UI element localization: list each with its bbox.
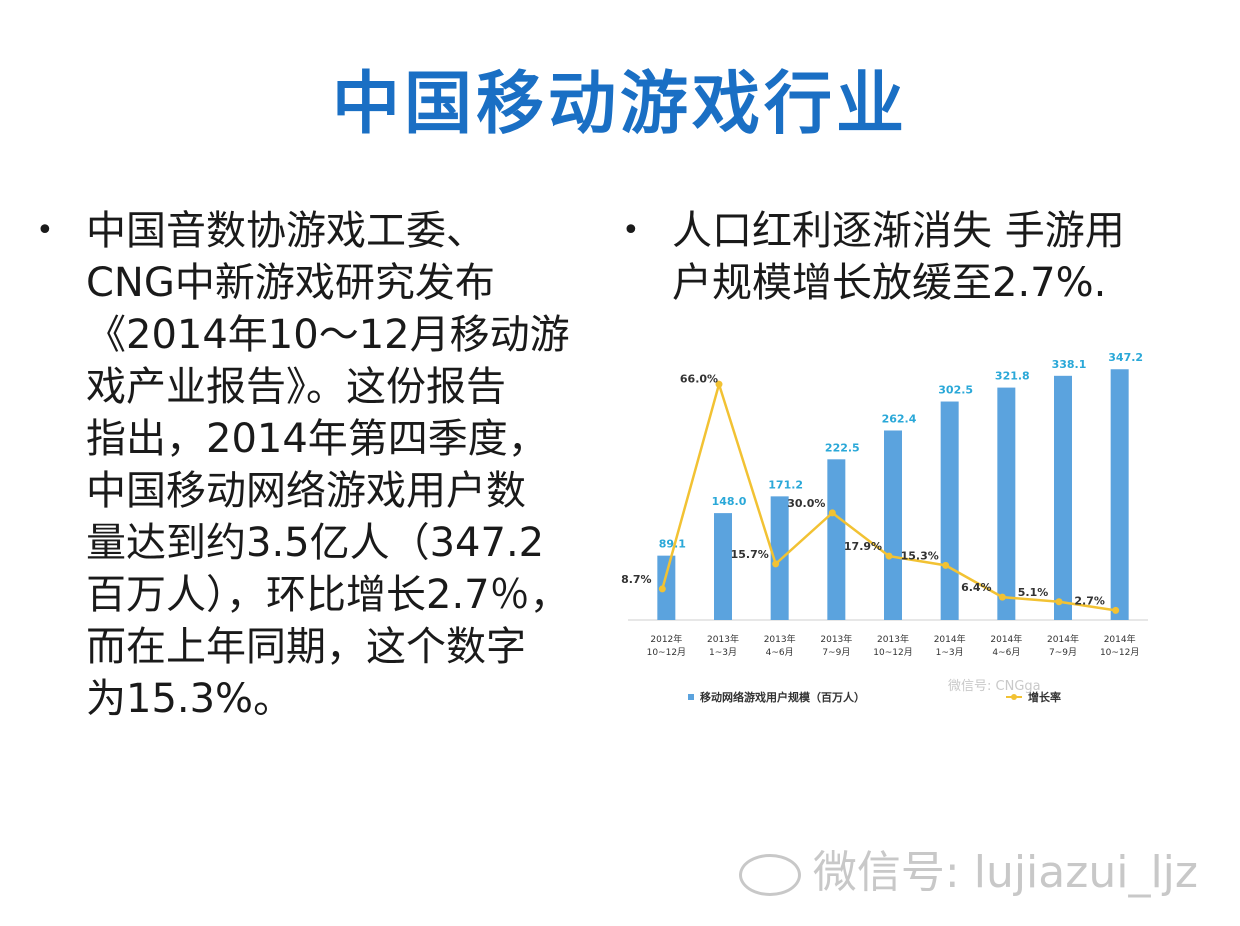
bar-label: 262.4: [882, 412, 917, 425]
chart-svg: 89.1 148.0 171.2 222.5 262.4 302.5 321.8 338.1 3…: [621, 351, 1148, 704]
watermark: 微信号: lujiazui_ljz: [738, 836, 1198, 900]
growth-rate-label: 15.3%: [901, 549, 939, 562]
bullet-dot: •: [622, 213, 640, 248]
bar-label: 321.8: [995, 370, 1030, 383]
x-tick-label: 4~6月: [766, 647, 794, 658]
chart-watermark: 微信号: CNGga: [948, 679, 1041, 694]
bar: [770, 496, 789, 620]
bar: [884, 430, 902, 620]
x-tick-label: 2014年: [1104, 633, 1136, 645]
x-tick-label: 7~9月: [822, 647, 850, 658]
growth-rate-point: [885, 552, 893, 560]
bar-label: 338.1: [1052, 358, 1087, 371]
growth-rate-label: 8.7%: [621, 573, 652, 586]
x-tick-label: 2014年: [990, 633, 1022, 645]
right-bullet-text: 人口红利逐渐消失 手游用 户规模增长放缓至2.7%.: [672, 208, 1125, 306]
x-tick-label: 2012年: [650, 633, 682, 645]
bar: [997, 387, 1016, 620]
x-tick-label: 10~12月: [647, 647, 686, 658]
bar-label: 171.2: [768, 478, 803, 491]
growth-rate-point: [772, 560, 780, 568]
legend-swatch-bars: [688, 694, 694, 700]
left-bullet-text: 中国音数协游戏工委、 CNG中新游戏研究发布 《2014年10～12月移动游 戏…: [86, 208, 570, 722]
growth-rate-label: 6.4%: [961, 581, 992, 594]
bar-label: 89.1: [659, 538, 686, 551]
bar-label: 347.2: [1108, 351, 1143, 364]
growth-rate-label: 2.7%: [1074, 594, 1105, 607]
x-tick-label: 2014年: [934, 633, 966, 645]
bar: [657, 555, 676, 620]
x-tick-label: 1~3月: [709, 647, 737, 658]
x-tick-label: 10~12月: [873, 647, 912, 658]
growth-rate-label: 17.9%: [844, 540, 882, 553]
watermark-text: 微信号: lujiazui_ljz: [812, 847, 1198, 898]
growth-rate-label: 5.1%: [1018, 586, 1049, 599]
x-tick-label: 10~12月: [1100, 647, 1139, 658]
growth-rate-point: [998, 593, 1006, 601]
x-tick-label: 2013年: [820, 633, 852, 645]
x-tick-label: 7~9月: [1049, 647, 1077, 658]
legend-label-bars: 移动网络游戏用户规模（百万人）: [700, 690, 865, 704]
x-tick-label: 4~6月: [992, 647, 1020, 658]
growth-rate-label: 15.7%: [731, 548, 769, 561]
bar: [1054, 375, 1072, 620]
right-bullet: • 人口红利逐渐消失 手游用 户规模增长放缓至2.7%.: [622, 205, 1182, 309]
bar-label: 148.0: [712, 495, 747, 508]
growth-rate-point: [828, 509, 836, 517]
bullet-dot: •: [36, 213, 54, 248]
user-growth-chart: 89.1 148.0 171.2 222.5 262.4 302.5 321.8 338.1 3…: [608, 330, 1168, 720]
page-title: 中国移动游戏行业: [331, 65, 908, 144]
bar-label: 222.5: [825, 441, 860, 454]
x-tick-label: 1~3月: [936, 647, 964, 658]
left-bullet: • 中国音数协游戏工委、 CNG中新游戏研究发布 《2014年10～12月移动游…: [36, 205, 596, 725]
legend-label-line: 增长率: [1028, 690, 1061, 704]
growth-rate-point: [942, 561, 950, 569]
growth-rate-point: [658, 585, 666, 593]
x-tick-label: 2013年: [877, 633, 909, 645]
growth-rate-label: 66.0%: [680, 372, 718, 385]
growth-rate-point: [715, 380, 723, 388]
bar: [827, 459, 846, 620]
x-tick-label: 2013年: [707, 633, 739, 645]
growth-rate-point: [1112, 606, 1120, 614]
growth-rate-point: [1055, 598, 1063, 606]
bar: [940, 401, 959, 620]
bar: [1110, 369, 1129, 620]
bar-label: 302.5: [938, 384, 973, 397]
wechat-icon: [738, 854, 801, 896]
growth-rate-label: 30.0%: [787, 497, 825, 510]
x-tick-label: 2013年: [764, 633, 796, 645]
legend-swatch-point: [1011, 694, 1017, 700]
x-tick-label: 2014年: [1047, 633, 1079, 645]
bar: [714, 513, 732, 620]
